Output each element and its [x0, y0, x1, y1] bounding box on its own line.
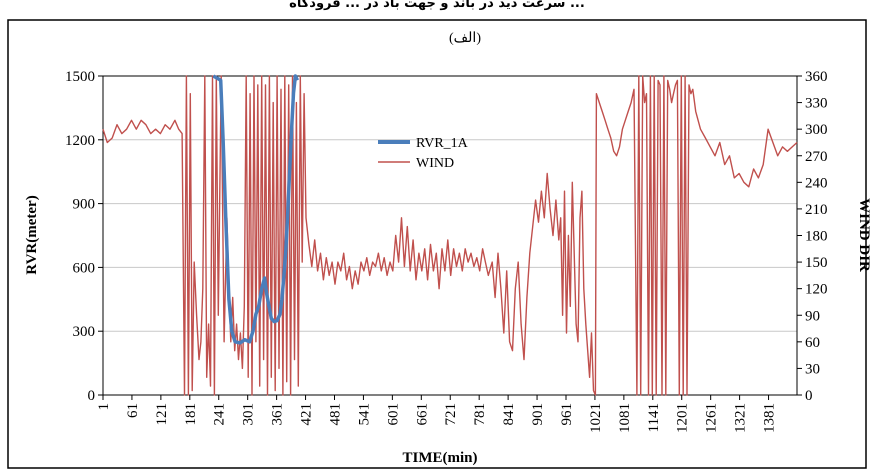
y-left-tick-label-2: 600: [73, 260, 96, 276]
x-tick-label-1: 61: [125, 403, 141, 418]
series-line-rvr-1a: [212, 74, 299, 345]
x-tick-label-3: 181: [183, 403, 199, 426]
x-tick-label-16: 961: [559, 403, 575, 426]
x-tick-label-21: 1261: [704, 403, 720, 433]
x-tick-label-23: 1381: [762, 403, 778, 433]
x-tick-label-20: 1201: [675, 403, 691, 433]
x-tick-label-18: 1081: [617, 403, 633, 433]
y-left-tick-label-5: 1500: [65, 69, 95, 85]
x-tick-label-2: 121: [154, 403, 170, 426]
y-right-tick-label-0: 0: [805, 388, 813, 404]
legend: RVR_1A WIND: [378, 136, 469, 171]
x-tick-label-9: 541: [356, 403, 372, 426]
y-left-tick-label-4: 1200: [65, 133, 95, 149]
x-tick-label-10: 601: [385, 403, 401, 426]
x-tick-label-14: 841: [501, 403, 517, 426]
x-tick-label-11: 661: [414, 403, 430, 426]
y-right-tick-label-3: 90: [805, 308, 820, 324]
y-right-tick-label-11: 330: [805, 96, 828, 112]
x-axis-title: TIME(min): [403, 450, 478, 466]
y-right-tick-label-1: 30: [805, 361, 820, 377]
y-left-tick-label-3: 900: [73, 197, 96, 213]
x-tick-label-7: 421: [299, 403, 315, 426]
x-tick-label-12: 721: [443, 403, 459, 426]
legend-label-rvr: RVR_1A: [416, 136, 469, 151]
y-right-tick-label-5: 150: [805, 255, 828, 271]
x-tick-label-22: 1321: [733, 403, 749, 433]
y-left-tick-label-0: 0: [88, 388, 96, 404]
y-axis-right-title: WIND DIR: [856, 198, 872, 272]
y-left-tick-label-1: 300: [73, 324, 96, 340]
plot-area: 0 300 600 900 1200 1500 0 30 60 90 120 150 180 210 240…: [65, 69, 828, 433]
x-tick-label-13: 781: [472, 403, 488, 426]
x-tick-label-19: 1141: [646, 403, 662, 432]
y-right-tick-label-4: 120: [805, 282, 828, 298]
y-right-tick-label-2: 60: [805, 335, 820, 351]
y-right-tick-label-7: 210: [805, 202, 828, 218]
x-tick-label-15: 901: [530, 403, 546, 426]
y-right-tick-label-6: 180: [805, 229, 828, 245]
chart-frame: [7, 19, 867, 469]
x-tick-label-4: 241: [212, 403, 228, 426]
x-tick-label-8: 481: [327, 403, 343, 426]
y-right-tick-label-8: 240: [805, 175, 828, 191]
y-right-tick-label-12: 360: [805, 69, 828, 85]
x-tick-label-6: 361: [270, 403, 286, 426]
x-tick-label-0: 1: [96, 403, 112, 411]
x-tick-label-5: 301: [241, 403, 257, 426]
y-axis-left-title: RVR(meter): [24, 195, 40, 274]
top-caption: سرعت دید در باند و جهت باد در ... فرودگا…: [289, 0, 585, 11]
x-tick-label-17: 1021: [588, 403, 604, 433]
y-right-tick-label-10: 300: [805, 122, 828, 138]
legend-label-wind: WIND: [416, 156, 454, 171]
y-right-tick-label-9: 270: [805, 149, 828, 165]
panel-label: (الف): [449, 31, 481, 46]
